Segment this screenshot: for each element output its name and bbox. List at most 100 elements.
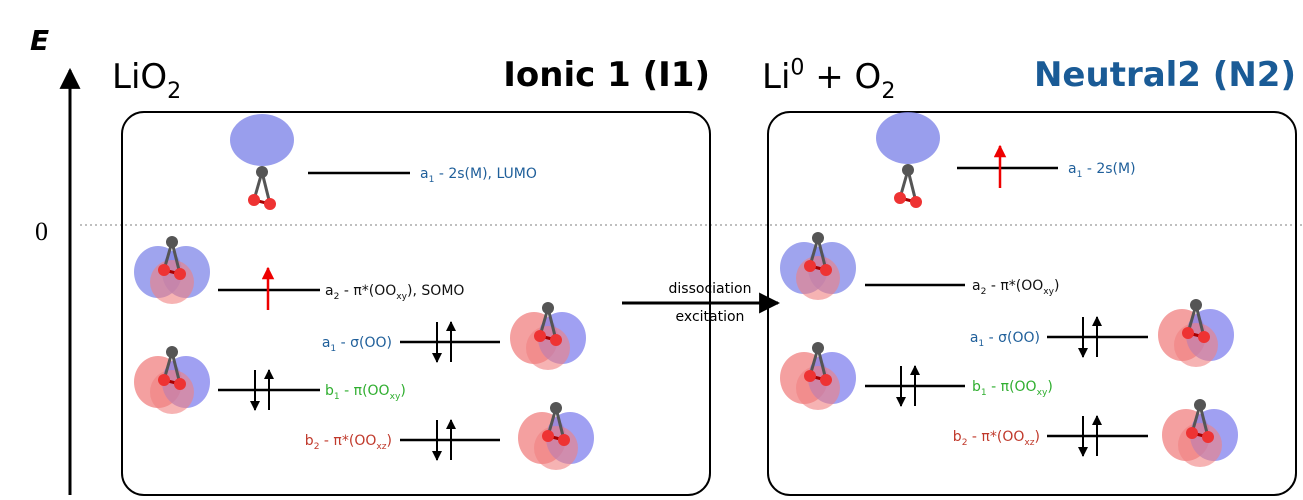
text-part: ) (1054, 278, 1059, 294)
oxygen-atom (804, 370, 816, 382)
metal-atom (902, 164, 914, 176)
metal-atom (166, 346, 178, 358)
text-part: b (325, 383, 334, 399)
subscript: xy (1043, 287, 1054, 297)
text-part: - π*(OO (986, 278, 1043, 294)
orbital-icon (1162, 399, 1238, 467)
text-part: - 2s(M) (1082, 161, 1135, 177)
subscript: xz (376, 442, 386, 452)
text-part: - π*(OO (339, 283, 396, 299)
metal-atom (542, 302, 554, 314)
oxygen-atom (542, 430, 554, 442)
text-part: a (325, 283, 334, 299)
rich-label: Li0 + O2 (762, 54, 895, 104)
orbital-icon (780, 232, 856, 300)
lobe (150, 370, 194, 414)
orbital-icon (876, 112, 940, 208)
rich-label: b2 - π*(OOxz) (305, 433, 392, 452)
lobe (1174, 323, 1218, 367)
orbital-icon (134, 346, 210, 414)
rich-label: a2 - π*(OOxy) (972, 278, 1060, 297)
oxygen-atom (820, 374, 832, 386)
text-part: ) (400, 383, 405, 399)
rich-label: a1 - 2s(M) (1068, 161, 1136, 180)
panel-box (122, 112, 710, 495)
subscript: xy (396, 292, 407, 302)
panel-title: Ionic 1 (I1) (503, 55, 710, 95)
page: E 0 dissociation excitation LiO2Ionic 1 … (0, 0, 1303, 500)
subscript: xy (1037, 388, 1048, 398)
subscript: 2 (167, 78, 181, 104)
text-part: + O (804, 57, 881, 97)
oxygen-atom (1186, 427, 1198, 439)
oxygen-atom (894, 192, 906, 204)
metal-atom (812, 232, 824, 244)
oxygen-atom (820, 264, 832, 276)
oxygen-atom (558, 434, 570, 446)
rich-label: b2 - π*(OOxz) (953, 429, 1040, 448)
text-part: - π(OO (987, 379, 1037, 395)
transition-bottom: excitation (676, 309, 745, 325)
text-part: ) (1035, 429, 1040, 445)
rich-label: a1 - 2s(M), LUMO (420, 166, 537, 185)
oxygen-atom (804, 260, 816, 272)
rich-label: b1 - π(OOxy) (972, 379, 1053, 398)
oxygen-atom (158, 374, 170, 386)
metal-atom (1194, 399, 1206, 411)
text-part: ) (1047, 379, 1052, 395)
oxygen-atom (158, 264, 170, 276)
lobe (150, 260, 194, 304)
lobe (876, 112, 940, 164)
orbital-icon (230, 114, 294, 210)
oxygen-atom (1198, 331, 1210, 343)
metal-atom (166, 236, 178, 248)
text-part: a (322, 335, 331, 351)
text-part: a (420, 166, 429, 182)
text-part: - π*(OO (319, 433, 376, 449)
subscript: 2 (881, 78, 895, 104)
text-part: a (1068, 161, 1077, 177)
orbital-icon (1158, 299, 1234, 367)
text-part: - σ(OO) (984, 330, 1040, 346)
text-part: a (970, 330, 979, 346)
text-part: - 2s(M), LUMO (434, 166, 537, 182)
rich-label: LiO2 (112, 57, 181, 104)
text-part: - π(OO (340, 383, 390, 399)
oxygen-atom (910, 196, 922, 208)
oxygen-atom (1182, 327, 1194, 339)
metal-atom (812, 342, 824, 354)
lobe (534, 426, 578, 470)
oxygen-atom (174, 378, 186, 390)
oxygen-atom (264, 198, 276, 210)
orbital-icon (780, 342, 856, 410)
metal-atom (550, 402, 562, 414)
supscript: 0 (790, 54, 804, 80)
text-part: ), SOMO (407, 283, 464, 299)
text-part: - π*(OO (967, 429, 1024, 445)
oxygen-atom (534, 330, 546, 342)
rich-label: a1 - σ(OO) (970, 330, 1040, 349)
oxygen-atom (550, 334, 562, 346)
subscript: xy (390, 392, 401, 402)
oxygen-atom (1202, 431, 1214, 443)
text-part: - σ(OO) (336, 335, 392, 351)
text-part: ) (387, 433, 392, 449)
lobe (230, 114, 294, 166)
rich-label: a1 - σ(OO) (322, 335, 392, 354)
metal-atom (256, 166, 268, 178)
text-part: b (305, 433, 314, 449)
lobe (796, 256, 840, 300)
metal-atom (1190, 299, 1202, 311)
lobe (526, 326, 570, 370)
rich-label: b1 - π(OOxy) (325, 383, 406, 402)
diagram: E 0 dissociation excitation LiO2Ionic 1 … (0, 0, 1303, 500)
oxygen-atom (174, 268, 186, 280)
rich-label: a2 - π*(OOxy), SOMO (325, 283, 464, 302)
oxygen-atom (248, 194, 260, 206)
lobe (796, 366, 840, 410)
zero-label: 0 (35, 217, 48, 246)
text-part: b (972, 379, 981, 395)
panel-title: Neutral2 (N2) (1034, 55, 1296, 95)
text-part: a (972, 278, 981, 294)
